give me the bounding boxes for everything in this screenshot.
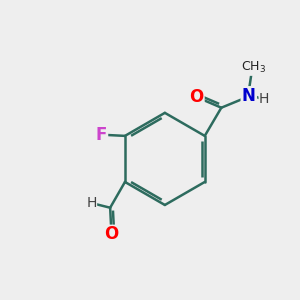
Text: CH$_3$: CH$_3$	[241, 60, 266, 75]
Text: H: H	[259, 92, 269, 106]
Text: N: N	[242, 87, 256, 105]
Text: O: O	[104, 225, 118, 243]
Text: H: H	[86, 196, 97, 210]
Text: F: F	[95, 126, 107, 144]
Text: O: O	[190, 88, 204, 106]
